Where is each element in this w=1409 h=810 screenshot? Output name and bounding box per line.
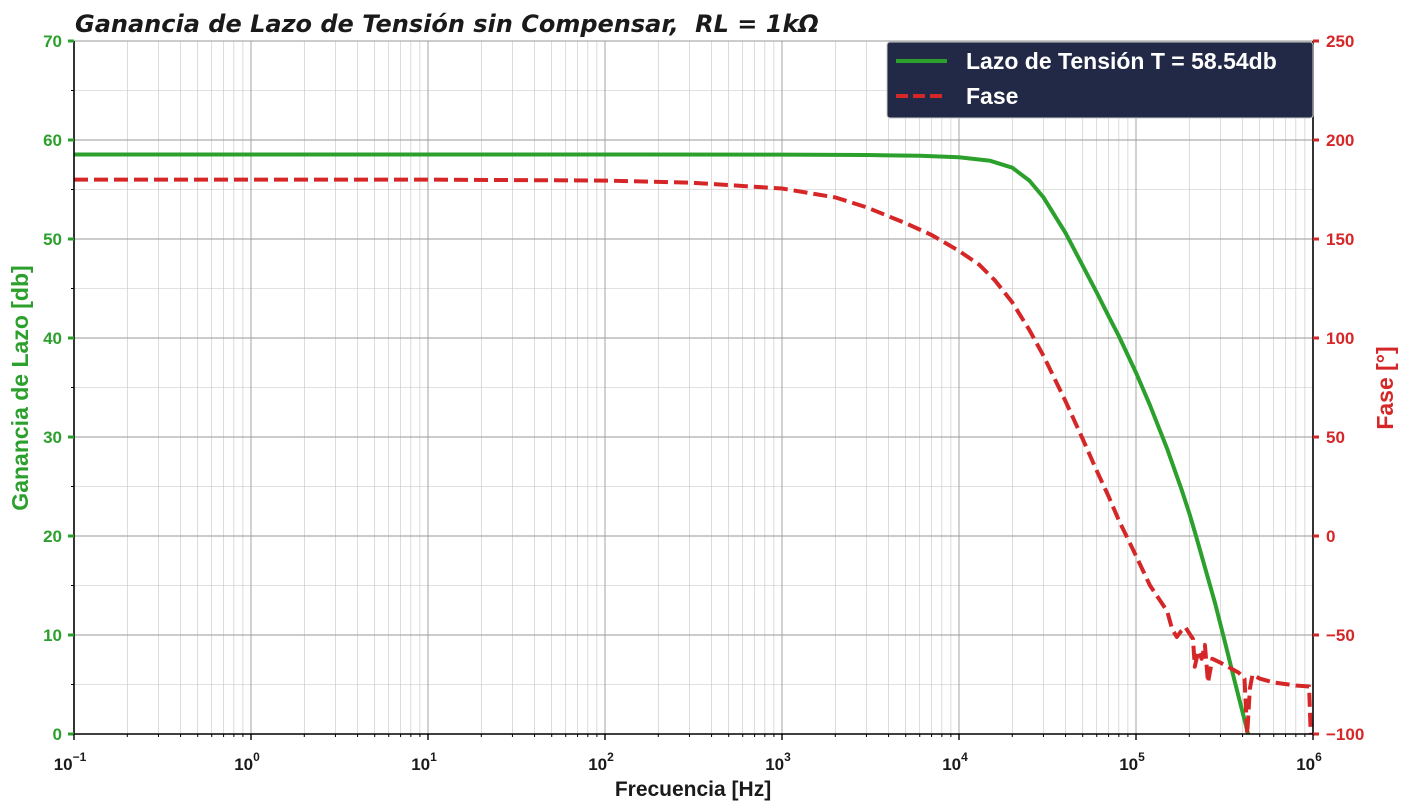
legend: Lazo de Tensión T = 58.54db Fase <box>886 41 1314 119</box>
y-right-tick-label: 150 <box>1326 230 1354 249</box>
x-tick-base: 10 <box>54 755 73 774</box>
x-tick-label: 103 <box>765 750 791 774</box>
x-tick-base: 10 <box>1119 755 1138 774</box>
x-axis-ticks: 10−1 100 101 102 103 104 105 106 <box>54 734 1322 774</box>
y-axis-right-label: Fase [°] <box>1372 346 1398 429</box>
y-right-tick-label: 200 <box>1326 131 1354 150</box>
y-left-tick-label: 40 <box>43 329 62 348</box>
y-left-tick-label: 70 <box>43 32 62 51</box>
left-axis-ticks: 0 10 20 30 40 50 60 70 <box>43 32 74 744</box>
x-tick-exponent: 2 <box>607 750 614 764</box>
x-tick-label: 10−1 <box>54 750 87 774</box>
x-tick-base: 10 <box>234 755 253 774</box>
chart-title-text: Ganancia de Lazo de Tensión sin Compensa… <box>75 10 679 38</box>
x-tick-label: 102 <box>588 750 614 774</box>
x-tick-exponent: 6 <box>1315 750 1322 764</box>
y-left-tick-label: 50 <box>43 230 62 249</box>
x-tick-label: 106 <box>1296 750 1322 774</box>
y-left-tick-label: 0 <box>53 725 62 744</box>
chart-title: Ganancia de Lazo de Tensión sin Compensa… <box>75 10 819 38</box>
right-axis-ticks: −100 −50 0 50 100 150 200 250 <box>1313 32 1364 744</box>
y-axis-left-label: Ganancia de Lazo [db] <box>7 265 33 510</box>
y-right-tick-label: 100 <box>1326 329 1354 348</box>
x-tick-exponent: 0 <box>253 750 260 764</box>
x-tick-label: 101 <box>411 750 437 774</box>
x-tick-exponent: −1 <box>73 750 87 764</box>
y-left-tick-label: 30 <box>43 428 62 447</box>
y-right-tick-label: 0 <box>1326 527 1335 546</box>
y-left-tick-label: 60 <box>43 131 62 150</box>
legend-label-lazo: Lazo de Tensión T = 58.54db <box>966 48 1277 74</box>
series-line-lazo-de-tension <box>74 152 1251 735</box>
legend-box <box>886 41 1314 119</box>
x-tick-label: 104 <box>942 750 968 774</box>
y-left-tick-label: 20 <box>43 527 62 546</box>
x-tick-base: 10 <box>411 755 430 774</box>
chart-title-math: RL = 1kΩ <box>695 10 819 38</box>
y-right-tick-label: −50 <box>1326 626 1355 645</box>
series-layer <box>74 152 1313 736</box>
x-tick-exponent: 1 <box>430 750 437 764</box>
x-tick-base: 10 <box>1296 755 1315 774</box>
y-right-tick-label: −100 <box>1326 725 1364 744</box>
x-tick-label: 105 <box>1119 750 1145 774</box>
x-tick-base: 10 <box>942 755 961 774</box>
y-right-tick-label: 250 <box>1326 32 1354 51</box>
x-tick-base: 10 <box>765 755 784 774</box>
x-tick-base: 10 <box>588 755 607 774</box>
legend-label-fase: Fase <box>966 83 1018 109</box>
x-tick-label: 100 <box>234 750 260 774</box>
series-line-fase <box>74 177 1313 736</box>
x-axis-label: Frecuencia [Hz] <box>615 778 771 801</box>
y-right-tick-label: 50 <box>1326 428 1345 447</box>
x-tick-exponent: 3 <box>784 750 791 764</box>
x-tick-exponent: 4 <box>961 750 968 764</box>
x-tick-exponent: 5 <box>1138 750 1145 764</box>
y-left-tick-label: 10 <box>43 626 62 645</box>
